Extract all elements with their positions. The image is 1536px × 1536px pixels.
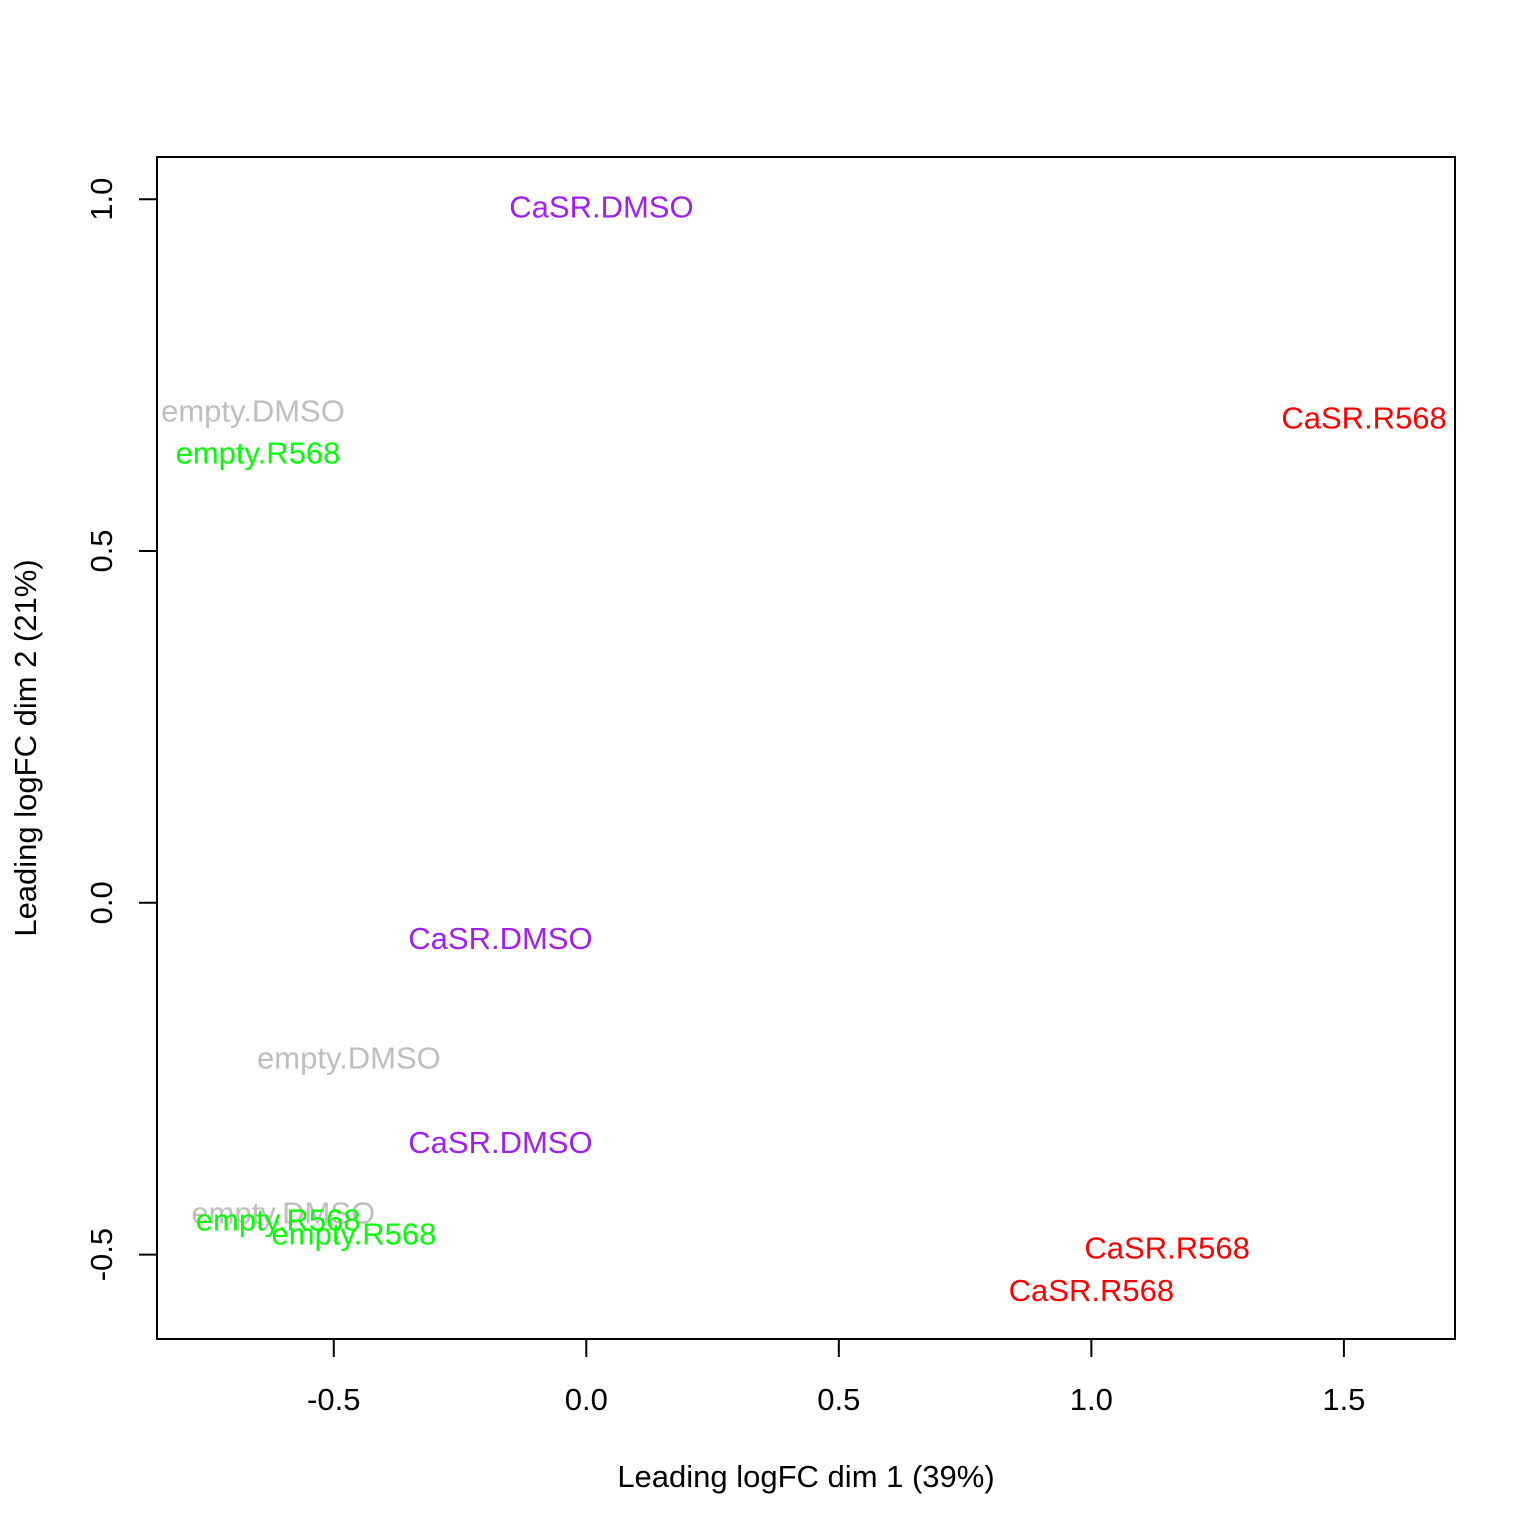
x-axis-title: Leading logFC dim 1 (39%) — [617, 1459, 994, 1494]
point-label: CaSR.R568 — [1009, 1273, 1174, 1308]
point-label: CaSR.R568 — [1281, 400, 1446, 435]
point-labels: CaSR.DMSO CaSR.DMSO CaSR.DMSO CaSR.R568 CaSR… — [161, 189, 1447, 1308]
y-tick-label: 0.0 — [84, 881, 119, 924]
x-tick-label: -0.5 — [307, 1382, 360, 1417]
plot-frame — [156, 156, 1456, 1340]
y-tick-label: 0.5 — [84, 529, 119, 572]
point-label: empty.R568 — [272, 1216, 437, 1251]
point-label: empty.R568 — [176, 436, 341, 471]
y-axis-title: Leading logFC dim 2 (21%) — [8, 559, 43, 936]
point-label: empty.R568 — [196, 1202, 361, 1237]
point-label: empty.DMSO — [191, 1195, 375, 1230]
x-tick-label: 1.5 — [1322, 1382, 1365, 1417]
x-axis: -0.5 0.0 0.5 1.0 1.5 — [307, 1338, 1365, 1417]
point-label: CaSR.R568 — [1084, 1231, 1249, 1266]
y-tick-label: -0.5 — [84, 1228, 119, 1281]
point-label: empty.DMSO — [161, 393, 345, 428]
x-tick-label: 0.0 — [565, 1382, 608, 1417]
x-tick-label: 0.5 — [817, 1382, 860, 1417]
y-tick-label: 1.0 — [84, 178, 119, 221]
point-label: CaSR.DMSO — [408, 1125, 592, 1160]
point-label: CaSR.DMSO — [509, 189, 693, 224]
x-tick-label: 1.0 — [1070, 1382, 1113, 1417]
y-axis: -0.5 0.0 0.5 1.0 — [84, 178, 158, 1281]
point-label: empty.DMSO — [257, 1041, 441, 1076]
point-label: CaSR.DMSO — [408, 921, 592, 956]
